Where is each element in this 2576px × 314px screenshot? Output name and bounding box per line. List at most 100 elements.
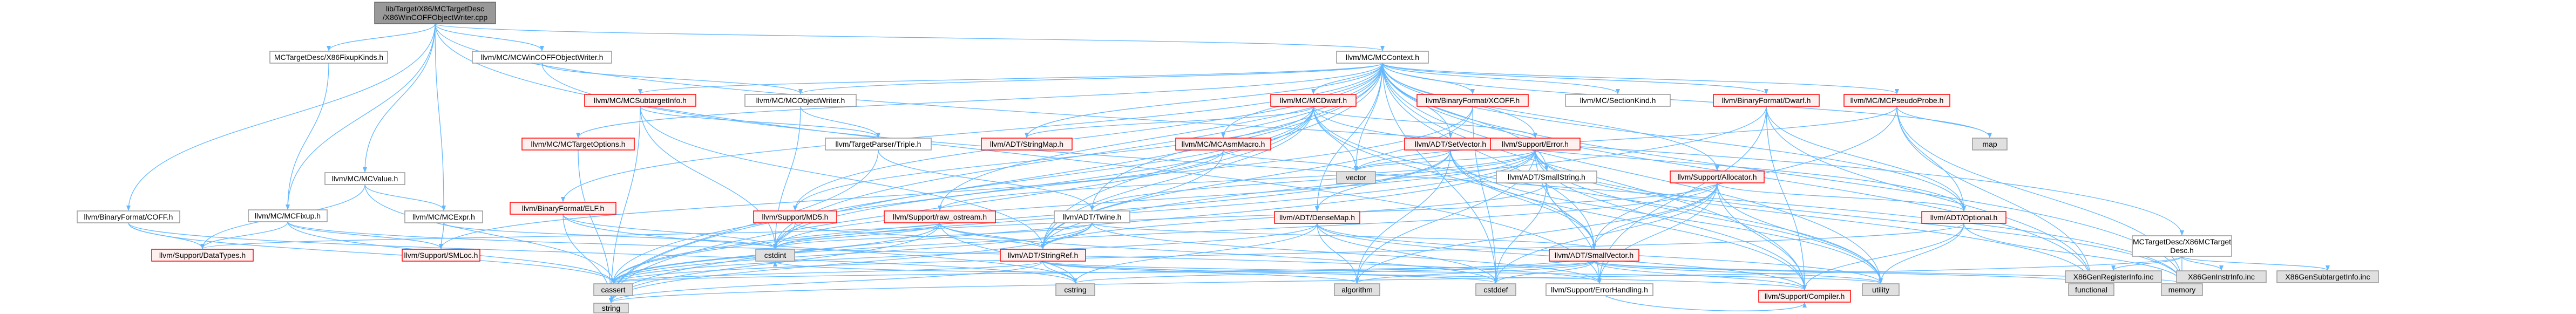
node-box: [884, 210, 996, 223]
node-compiler[interactable]: llvm/Support/Compiler.h: [1758, 290, 1851, 303]
node-box: [1565, 94, 1671, 107]
node-mcfixup[interactable]: llvm/MC/MCFixup.h: [248, 209, 328, 222]
node-mcobjectwriter[interactable]: llvm/MC/MCObjectWriter.h: [744, 94, 857, 107]
edge-mcsubtargetinfo-to-string: [609, 106, 641, 303]
node-box: [1713, 94, 1820, 107]
node-cstddef: cstddef: [1475, 283, 1516, 296]
edge-mcdwarf-to-cstdint: [773, 106, 1314, 249]
node-label: llvm/Support/MD5.h: [762, 213, 829, 221]
node-label: llvm/MC/MCContext.h: [1346, 53, 1419, 62]
node-label: /X86WinCOFFObjectWriter.cpp: [383, 13, 487, 22]
node-smallstring[interactable]: llvm/ADT/SmallString.h: [1496, 170, 1597, 183]
node-smloc[interactable]: llvm/Support/SMLoc.h: [402, 249, 480, 262]
node-box: [2161, 283, 2203, 296]
node-label: MCTargetDesc/X86MCTarget: [2133, 237, 2231, 246]
node-box: [1336, 171, 1376, 184]
edge-binfmt_xcoff-to-cstddef: [1472, 106, 1498, 284]
node-label: llvm/BinaryFormat/COFF.h: [84, 213, 173, 221]
node-box: [1475, 283, 1516, 296]
edge-binfmt_elf-to-cstdint: [562, 214, 777, 249]
node-allocator[interactable]: llvm/Support/Allocator.h: [1670, 170, 1765, 183]
edge-stringref-to-string: [609, 261, 1043, 303]
node-label: map: [1982, 140, 1997, 148]
edge-mcasmmacro-to-vector: [1223, 149, 1358, 172]
edge-mccontext-to-map: [1382, 63, 1992, 138]
node-label: llvm/Support/SMLoc.h: [404, 251, 478, 260]
node-label: llvm/MC/MCTargetOptions.h: [531, 140, 625, 148]
node-densemap[interactable]: llvm/ADT/DenseMap.h: [1274, 211, 1360, 224]
edge-mcdwarf-to-md5: [793, 106, 1314, 211]
node-box: [1416, 94, 1529, 107]
edge-mcdwarf-to-utility: [1313, 106, 1883, 284]
edge-optional-to-memory: [1963, 223, 2184, 284]
edge-mcobjectwriter-to-cstdint: [773, 106, 801, 249]
node-box: [472, 51, 612, 64]
node-mcsubtargetinfo[interactable]: llvm/MC/MCSubtargetInfo.h: [584, 94, 696, 107]
edge-root-to-mcvalue: [363, 23, 436, 173]
edge-binfmt_dwarf-to-compiler: [1766, 106, 1807, 290]
node-root[interactable]: lib/Target/X86/MCTargetDesc/X86WinCOFFOb…: [374, 2, 496, 24]
node-label: llvm/MC/MCFixup.h: [255, 211, 321, 220]
node-triple[interactable]: llvm/TargetParser/Triple.h: [825, 138, 932, 151]
edge-error_h-to-vector: [1354, 149, 1536, 172]
node-label: cassert: [601, 285, 625, 294]
node-label: llvm/ADT/StringMap.h: [990, 140, 1063, 148]
node-md5[interactable]: llvm/Support/MD5.h: [753, 210, 837, 223]
edge-binfmt_dwarf-to-optional: [1766, 106, 1966, 211]
node-mcvalue[interactable]: llvm/MC/MCValue.h: [324, 172, 405, 185]
node-mcwincoff[interactable]: llvm/MC/MCWinCOFFObjectWriter.h: [472, 51, 612, 64]
edge-setvector-to-compiler: [1450, 149, 1807, 290]
node-binfmt_dwarf[interactable]: llvm/BinaryFormat/Dwarf.h: [1713, 94, 1820, 107]
node-mcpseudoprobe[interactable]: llvm/MC/MCPseudoProbe.h: [1843, 94, 1950, 107]
node-setvector[interactable]: llvm/ADT/SetVector.h: [1404, 138, 1497, 151]
node-error_h[interactable]: llvm/Support/Error.h: [1490, 138, 1581, 151]
node-box: [248, 209, 328, 222]
node-label: X86GenSubtargetInfo.inc: [2285, 272, 2370, 281]
node-utility: utility: [1862, 283, 1900, 296]
edge-stringref-to-cassert: [611, 261, 1043, 284]
edge-binfmt_dwarf-to-functional: [1766, 106, 2093, 284]
node-box: [1496, 170, 1597, 183]
edge-mccontext-to-binfmt_dwarf: [1382, 63, 1768, 94]
edge-setvector-to-utility: [1450, 149, 1883, 284]
node-datatypes[interactable]: llvm/Support/DataTypes.h: [151, 249, 254, 262]
node-binfmt_xcoff[interactable]: llvm/BinaryFormat/XCOFF.h: [1416, 94, 1529, 107]
node-box: [593, 283, 633, 296]
node-mccontext[interactable]: llvm/MC/MCContext.h: [1336, 51, 1429, 64]
node-mctargetoptions[interactable]: llvm/MC/MCTargetOptions.h: [521, 138, 635, 151]
edge-x86mctargetdesc-to-x86geninstrinfo: [2181, 256, 2224, 271]
edge-mccontext-to-mcsubtargetinfo: [638, 63, 1383, 94]
node-x86fixupkinds[interactable]: MCTargetDesc/X86FixupKinds.h: [269, 51, 388, 64]
edge-x86fixupkinds-to-mcfixup: [286, 63, 329, 210]
node-binfmt_elf[interactable]: llvm/BinaryFormat/ELF.h: [510, 202, 616, 215]
node-box: [825, 138, 932, 151]
node-stringref[interactable]: llvm/ADT/StringRef.h: [1000, 249, 1086, 262]
node-box: [77, 210, 180, 223]
node-sectionkind[interactable]: llvm/MC/SectionKind.h: [1565, 94, 1671, 107]
edge-mccontext-to-mctargetoptions: [576, 63, 1383, 138]
node-label: llvm/Support/Compiler.h: [1765, 292, 1845, 301]
node-smallvector[interactable]: llvm/ADT/SmallVector.h: [1549, 249, 1639, 262]
node-twine[interactable]: llvm/ADT/Twine.h: [1054, 210, 1130, 223]
node-mcexpr[interactable]: llvm/MC/MCExpr.h: [404, 210, 483, 223]
edge-smallvector-to-utility: [1594, 261, 1883, 284]
edge-mccontext-to-smallvector: [1382, 63, 1596, 249]
node-box: [1972, 138, 2008, 151]
node-mcdwarf[interactable]: llvm/MC/MCDwarf.h: [1270, 94, 1357, 107]
edge-mcfixup-to-smloc: [287, 221, 443, 249]
edge-setvector-to-smallvector: [1450, 149, 1596, 249]
node-label: llvm/Support/Error.h: [1502, 140, 1569, 148]
node-box: [1670, 170, 1765, 183]
node-label: Desc.h: [2170, 246, 2194, 255]
node-stringmap[interactable]: llvm/ADT/StringMap.h: [981, 138, 1073, 151]
node-optional[interactable]: llvm/ADT/Optional.h: [1921, 211, 2006, 224]
node-binfmt_coff[interactable]: llvm/BinaryFormat/COFF.h: [77, 210, 180, 223]
node-mcasmmacro[interactable]: llvm/MC/MCAsmMacro.h: [1175, 138, 1271, 151]
node-errorhandling[interactable]: llvm/Support/ErrorHandling.h: [1545, 283, 1653, 296]
edge-mcpseudoprobe-to-functional: [1896, 106, 2093, 284]
node-raw_ostream[interactable]: llvm/Support/raw_ostream.h: [884, 210, 996, 223]
node-cstdint: cstdint: [755, 249, 795, 262]
edge-mcasmmacro-to-smloc: [439, 149, 1224, 249]
